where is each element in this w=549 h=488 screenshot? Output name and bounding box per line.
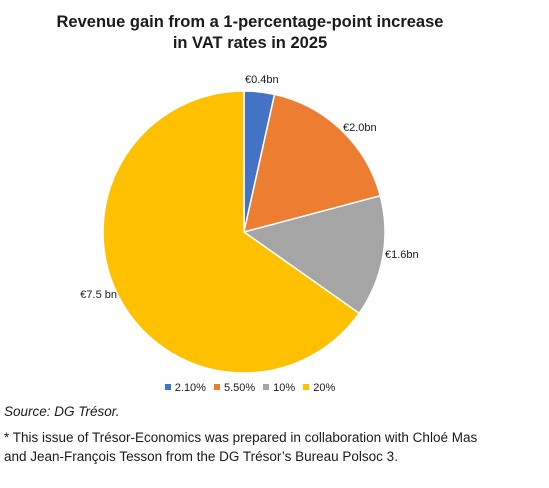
data-label-3: €1.6bn [385, 249, 419, 261]
legend-swatch [164, 384, 171, 390]
legend-item-2: 5.50% [213, 382, 256, 394]
footnote-line-1: * This issue of Trésor-Economics was pre… [4, 430, 478, 445]
chart-title-line-1: Revenue gain from a 1-percentage-point i… [56, 13, 444, 31]
legend-label: 20% [313, 382, 336, 394]
chart-title-line-2: in VAT rates in 2025 [172, 34, 328, 52]
legend-item-1: 2.10% [164, 382, 206, 394]
legend-swatch [263, 384, 270, 390]
pie-slice-20- [102, 90, 361, 374]
legend-label: 2.10% [174, 382, 206, 394]
legend-label: 10% [273, 382, 296, 394]
chart-legend: 2.10% 5.50% 10% 20% [0, 382, 500, 394]
legend-item-4: 20% [303, 382, 335, 394]
data-label-4: €7.5 bn [80, 289, 117, 301]
data-label-1: €0.4bn [245, 74, 279, 86]
source-note: Source: DG Trésor. [4, 404, 120, 419]
legend-label: 5.50% [223, 382, 256, 394]
legend-swatch [303, 384, 310, 390]
pie-slice-10- [242, 194, 386, 315]
data-label-2: €2.0bn [343, 122, 377, 134]
legend-swatch [213, 384, 220, 390]
footnote-line-2: and Jean-François Tesson from the DG Tré… [4, 449, 398, 464]
pie-slice-5-50- [243, 93, 382, 234]
footnote: * This issue of Trésor-Economics was pre… [4, 428, 477, 466]
legend-item-3: 10% [263, 382, 295, 394]
chart-title: Revenue gain from a 1-percentage-point i… [0, 12, 500, 54]
